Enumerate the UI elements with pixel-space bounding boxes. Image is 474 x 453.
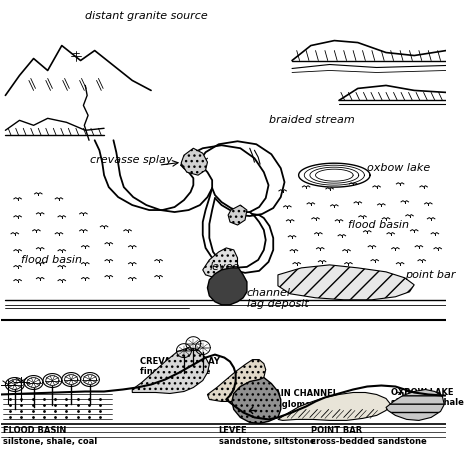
- Text: CREVASSE SPLAY
fine sandstone: CREVASSE SPLAY fine sandstone: [140, 357, 219, 376]
- Text: crevasse splay: crevasse splay: [90, 155, 173, 165]
- Text: flood basin: flood basin: [21, 255, 82, 265]
- Polygon shape: [278, 265, 414, 300]
- Polygon shape: [208, 268, 247, 305]
- Text: POINT BAR
cross-bedded sandstone: POINT BAR cross-bedded sandstone: [311, 426, 427, 446]
- Polygon shape: [278, 392, 391, 420]
- Polygon shape: [181, 148, 208, 175]
- Text: braided stream: braided stream: [269, 116, 354, 125]
- Polygon shape: [386, 390, 444, 420]
- Text: levee: levee: [210, 262, 240, 272]
- Text: distant granite source: distant granite source: [85, 11, 208, 21]
- Text: LEVEE
sandstone, siltstone: LEVEE sandstone, siltstone: [219, 426, 315, 446]
- Text: channel
lag deposit: channel lag deposit: [247, 288, 309, 309]
- Text: MAIN CHANNEL
conglomerate: MAIN CHANNEL conglomerate: [266, 390, 337, 409]
- Text: OXBOW LAKE
siltstone, shale: OXBOW LAKE siltstone, shale: [391, 387, 464, 407]
- Polygon shape: [203, 248, 237, 278]
- Polygon shape: [132, 347, 210, 394]
- Text: point bar: point bar: [405, 270, 456, 280]
- Polygon shape: [228, 205, 247, 225]
- Text: oxbow lake: oxbow lake: [367, 163, 430, 173]
- Text: flood basin: flood basin: [348, 220, 410, 230]
- Polygon shape: [208, 360, 266, 401]
- Polygon shape: [232, 377, 281, 424]
- Text: FLOOD BASIN
silstone, shale, coal: FLOOD BASIN silstone, shale, coal: [2, 426, 97, 446]
